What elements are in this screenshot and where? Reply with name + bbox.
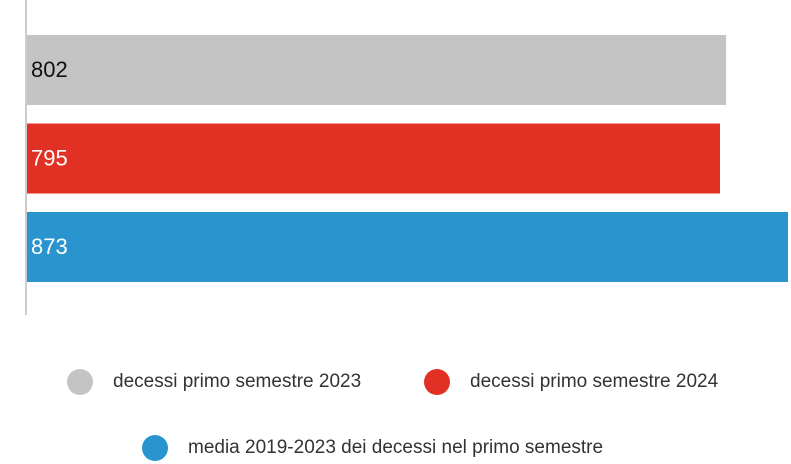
legend-label: decessi primo semestre 2024 <box>470 371 719 392</box>
bar <box>27 123 721 194</box>
value-label: 873 <box>31 234 68 259</box>
bar <box>27 212 788 282</box>
legend-swatch <box>67 369 93 395</box>
bar <box>27 35 727 105</box>
value-label: 802 <box>31 57 68 82</box>
legend-swatch <box>142 435 168 461</box>
legend-label: media 2019-2023 dei decessi nel primo se… <box>188 437 603 458</box>
legend-label: decessi primo semestre 2023 <box>113 371 361 392</box>
legend-swatch <box>424 369 450 395</box>
value-label: 795 <box>31 145 68 170</box>
